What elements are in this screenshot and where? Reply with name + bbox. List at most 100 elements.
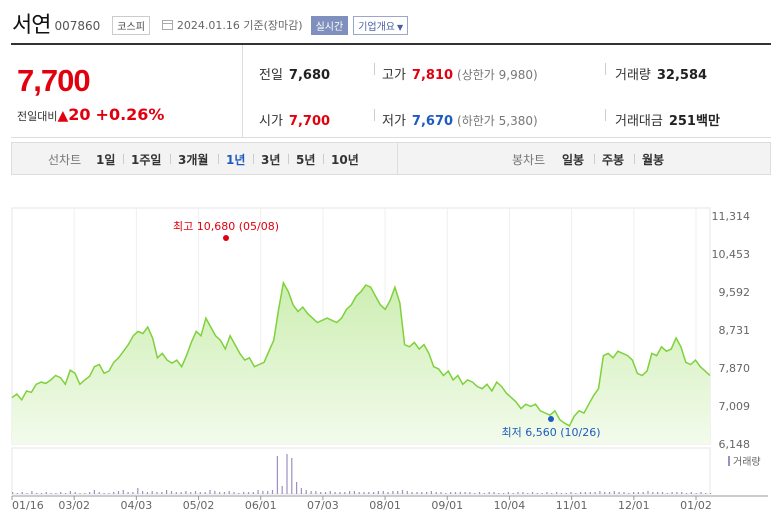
volume-bar	[411, 492, 413, 494]
volume-bar	[618, 492, 620, 494]
volume-bar	[440, 492, 442, 494]
current-price-block: 7,700 전일대비▲20 +0.26%	[11, 45, 243, 138]
volume-bar	[113, 492, 115, 494]
volume-bar	[166, 490, 168, 494]
company-info-button[interactable]: 기업개요 ▼	[353, 15, 409, 35]
period-5y[interactable]: 5년	[296, 153, 316, 167]
volume-bar	[382, 491, 384, 494]
volume-bar	[267, 491, 269, 494]
stock-header: 서연 007860 코스피 2024.01.16 기준(장마감) 실시간 기업개…	[12, 8, 409, 38]
volume-bar	[580, 492, 582, 494]
low-cell: 저가 7,670 (하한가 5,380)	[382, 110, 538, 129]
high-value: 7,810	[411, 68, 454, 83]
volume-bar	[430, 491, 432, 494]
amount-label: 거래대금	[615, 114, 663, 129]
volume-bar	[517, 492, 519, 494]
volume-bar	[676, 492, 678, 494]
realtime-button[interactable]: 실시간	[310, 15, 349, 35]
prev-close-cell: 전일 7,680	[259, 64, 330, 83]
volume-bar	[397, 491, 399, 494]
line-chart-label: 선차트	[48, 153, 82, 167]
volume-bar	[623, 492, 625, 494]
volume-bar	[305, 490, 307, 494]
divider	[374, 63, 375, 75]
volume-bar	[117, 491, 120, 494]
volume-bar	[454, 492, 457, 494]
volume-bar	[122, 490, 124, 494]
volume-bar	[690, 492, 692, 494]
volume-bar	[349, 491, 351, 494]
divider	[605, 109, 606, 121]
volume-bar	[705, 493, 707, 494]
low-value: 7,670	[411, 114, 454, 129]
volume-bar	[353, 491, 355, 494]
candle-monthly[interactable]: 월봉	[642, 153, 665, 167]
volume-bar	[435, 492, 437, 494]
volume-bar	[324, 492, 327, 494]
period-1w[interactable]: 1주일	[131, 153, 162, 167]
y-tick-label: 6,148	[719, 438, 751, 451]
volume-bar	[339, 492, 341, 494]
volume-bar	[488, 492, 490, 494]
volume-bar	[464, 492, 466, 494]
chart-svg: 11,314 10,453 9,592 8,731 7,870 7,009 6,148 최고 …	[11, 207, 768, 512]
volume-bar	[31, 491, 33, 494]
y-tick-label: 11,314	[712, 210, 751, 223]
volume-bar	[320, 492, 322, 494]
divider	[218, 154, 219, 164]
candle-daily[interactable]: 일봉	[562, 153, 585, 167]
volume-bar	[50, 493, 52, 494]
divider	[253, 154, 254, 164]
volume-bar	[657, 492, 659, 494]
volume-label: 거래량	[615, 68, 651, 83]
lower-limit: (하한가 5,380)	[457, 114, 538, 128]
volume-bar	[483, 493, 485, 494]
volume-bar	[26, 493, 28, 494]
open-label: 시가	[259, 114, 283, 129]
volume-bar	[541, 493, 543, 494]
y-tick-label: 7,009	[719, 400, 751, 413]
volume-bar	[570, 492, 572, 494]
candle-weekly[interactable]: 주봉	[602, 153, 625, 167]
volume-bar	[334, 492, 336, 494]
period-10y[interactable]: 10년	[331, 153, 359, 167]
divider	[594, 154, 595, 164]
low-label: 최저 6,560 (10/26)	[501, 426, 600, 439]
volume-bar	[204, 492, 206, 494]
volume-bar	[262, 491, 264, 494]
y-tick-label: 9,592	[719, 286, 751, 299]
period-3y[interactable]: 3년	[261, 153, 281, 167]
volume-legend-label: 거래량	[733, 456, 761, 468]
volume-bar	[300, 488, 302, 494]
volume-bar	[146, 492, 148, 494]
period-3m[interactable]: 3개월	[178, 153, 209, 167]
volume-bar	[681, 492, 683, 494]
x-tick-label: 07/03	[307, 499, 339, 512]
divider	[170, 154, 171, 164]
volume-bar	[209, 490, 211, 494]
volume-bar	[36, 493, 38, 494]
change-percent: +0.26%	[95, 105, 165, 124]
volume-bar	[137, 488, 139, 494]
volume-bar	[79, 493, 81, 494]
volume-bar	[12, 492, 14, 494]
period-1d[interactable]: 1일	[96, 153, 116, 167]
volume-bar	[647, 491, 649, 494]
y-tick-label: 8,731	[719, 324, 751, 337]
volume-bar	[377, 491, 379, 494]
change-label: 전일대비	[17, 110, 58, 123]
volume-bar	[637, 492, 639, 494]
volume-bar	[652, 492, 654, 494]
divider	[605, 63, 606, 75]
volume-bar	[315, 491, 317, 494]
volume-bar	[89, 492, 91, 494]
current-price: 7,700	[17, 63, 91, 98]
volume-bar	[214, 491, 216, 494]
period-selector: 선차트 1일 1주일 3개월 1년 3년 5년 10년 봉차트 일봉 주봉 월봉	[11, 142, 771, 175]
volume-bar	[233, 492, 235, 494]
period-1y[interactable]: 1년	[226, 153, 246, 167]
volume-bar	[363, 492, 365, 494]
up-arrow-icon: ▲	[57, 108, 69, 124]
volume-bar	[291, 458, 293, 494]
volume-bar	[551, 493, 553, 494]
